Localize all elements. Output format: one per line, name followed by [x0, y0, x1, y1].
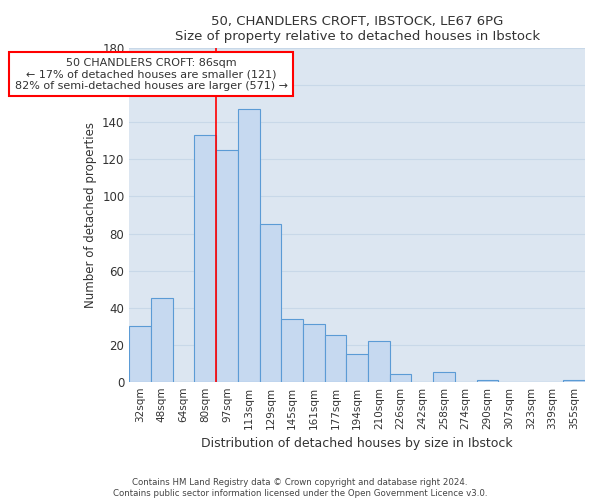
Bar	[346, 354, 368, 382]
X-axis label: Distribution of detached houses by size in Ibstock: Distribution of detached houses by size …	[202, 437, 513, 450]
Bar	[151, 298, 173, 382]
Bar	[390, 374, 412, 382]
Bar	[476, 380, 498, 382]
Bar	[260, 224, 281, 382]
Title: 50, CHANDLERS CROFT, IBSTOCK, LE67 6PG
Size of property relative to detached hou: 50, CHANDLERS CROFT, IBSTOCK, LE67 6PG S…	[175, 15, 540, 43]
Bar	[368, 341, 390, 382]
Bar	[194, 136, 216, 382]
Text: 50 CHANDLERS CROFT: 86sqm
← 17% of detached houses are smaller (121)
82% of semi: 50 CHANDLERS CROFT: 86sqm ← 17% of detac…	[14, 58, 287, 91]
Y-axis label: Number of detached properties: Number of detached properties	[83, 122, 97, 308]
Text: Contains HM Land Registry data © Crown copyright and database right 2024.
Contai: Contains HM Land Registry data © Crown c…	[113, 478, 487, 498]
Bar	[281, 318, 303, 382]
Bar	[130, 326, 151, 382]
Bar	[303, 324, 325, 382]
Bar	[433, 372, 455, 382]
Bar	[238, 110, 260, 382]
Bar	[563, 380, 585, 382]
Bar	[216, 150, 238, 382]
Bar	[325, 336, 346, 382]
